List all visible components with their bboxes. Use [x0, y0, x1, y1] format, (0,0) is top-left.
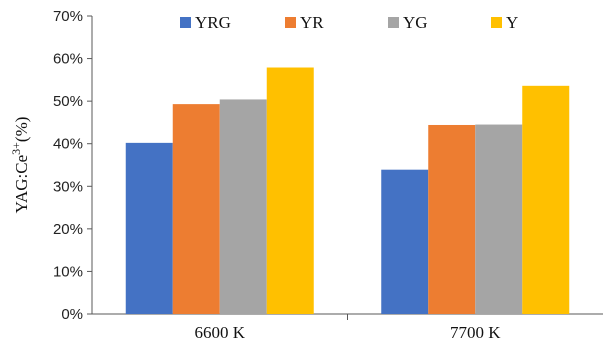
y-tick-label: 70%	[53, 8, 83, 25]
y-tick-label: 30%	[53, 178, 83, 195]
bars	[125, 67, 570, 315]
x-category-label: 7700 K	[450, 323, 501, 342]
legend-label: YRG	[195, 13, 231, 32]
bar-yr-6600k	[172, 104, 220, 314]
legend-swatch	[285, 17, 296, 28]
bar-yr-7700k	[428, 124, 476, 315]
legend-label: Y	[506, 13, 518, 32]
bar-yrg-6600k	[125, 142, 173, 314]
bar-yg-7700k	[475, 124, 523, 314]
legend: YRG YR YG Y	[180, 13, 518, 32]
legend-label: YR	[300, 13, 324, 32]
bar-yg-6600k	[219, 99, 267, 314]
x-axis-ticks: 6600 K 7700 K	[194, 314, 501, 342]
y-tick-label: 20%	[53, 221, 83, 238]
legend-label: YG	[403, 13, 428, 32]
x-category-label: 6600 K	[194, 323, 245, 342]
bar-y-7700k	[522, 85, 570, 315]
y-axis-label: YAG:Ce3+(%)	[9, 117, 31, 214]
legend-swatch	[388, 17, 399, 28]
y-tick-label: 10%	[53, 263, 83, 280]
bar-yrg-7700k	[381, 169, 429, 314]
legend-swatch	[491, 17, 502, 28]
y-tick-label: 40%	[53, 136, 83, 153]
y-tick-label: 60%	[53, 51, 83, 68]
y-tick-label: 50%	[53, 93, 83, 110]
legend-swatch	[180, 17, 191, 28]
y-axis-ticks: 0% 10% 20% 30% 40% 50% 60% 70%	[53, 8, 92, 323]
bar-y-6600k	[266, 67, 314, 314]
y-tick-label: 0%	[61, 306, 83, 323]
